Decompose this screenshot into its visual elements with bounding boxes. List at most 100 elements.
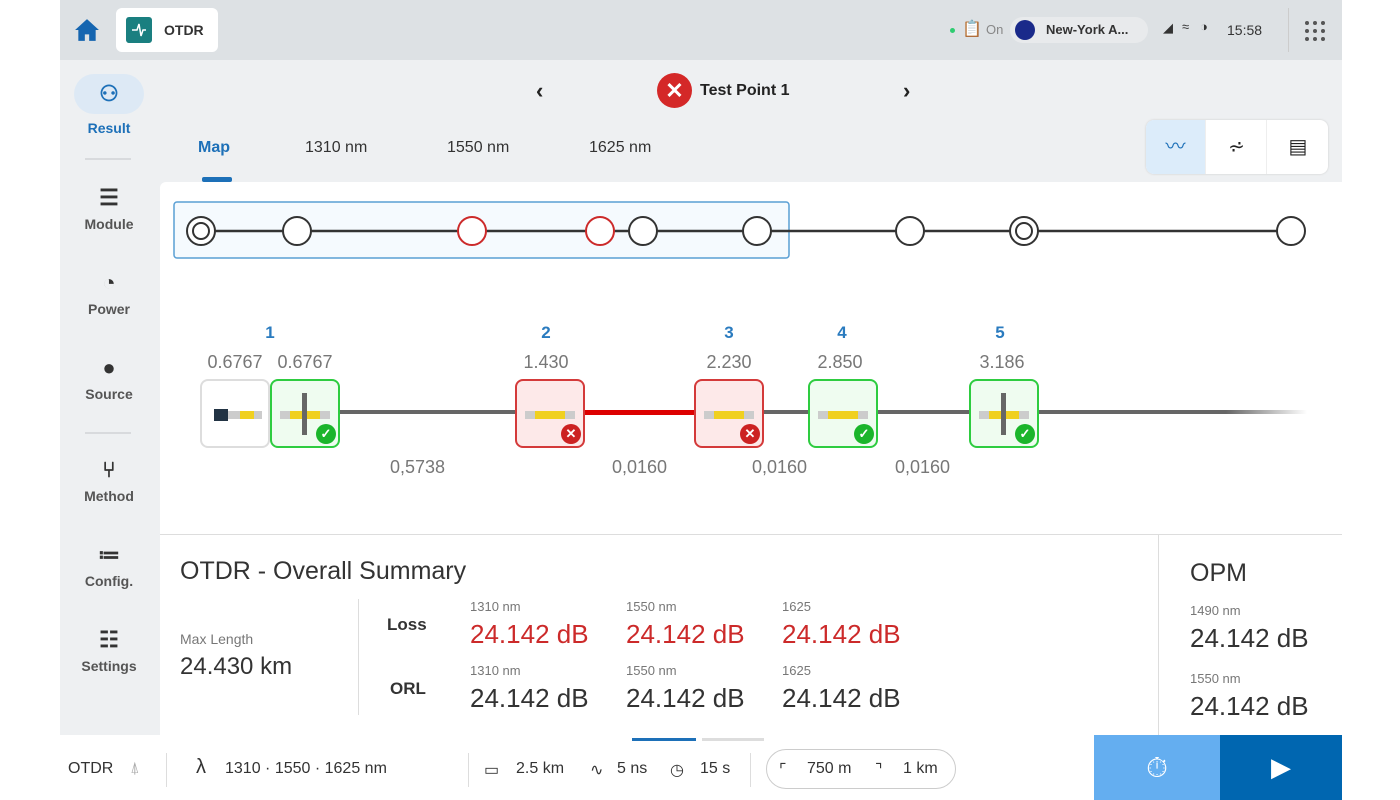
overall-summary-panel: OTDR - Overall Summary Max Length 24.430… — [160, 534, 1342, 736]
connection-dot-icon — [950, 28, 955, 33]
event-number: 2 — [541, 323, 551, 342]
tab-1625[interactable]: 1625 nm — [589, 139, 652, 156]
trace-view-button[interactable]: 〰 — [1146, 120, 1206, 174]
splice-icon — [302, 393, 307, 435]
home-icon[interactable] — [74, 18, 100, 42]
location-avatar-icon — [1015, 20, 1035, 40]
signal-icon: ◢ — [1163, 20, 1173, 35]
segment-loss: 0,5738 — [390, 457, 446, 477]
pulse-value[interactable]: 5 ns — [617, 760, 648, 777]
tab-1310[interactable]: 1310 nm — [305, 139, 368, 156]
list-icon: ≔ — [98, 542, 120, 567]
overview-node-normal[interactable] — [628, 216, 658, 246]
orl-value: 24.142 dB — [470, 683, 589, 713]
loop-settings-chip[interactable]: ⌜ 750 m ⌝ 1 km — [766, 749, 956, 789]
loss-wavelength: 1625 — [782, 599, 811, 614]
segment-loss: 0,0160 — [612, 457, 668, 477]
overview-node-fail[interactable] — [585, 216, 615, 246]
location-chip[interactable]: New-York A... — [1010, 17, 1148, 43]
overview-node-normal[interactable] — [1276, 216, 1306, 246]
range-icon: ▭ — [484, 762, 500, 779]
trace-overlay-view-button[interactable]: ⩫ — [1207, 120, 1267, 174]
event-distance: 2.850 — [817, 352, 863, 372]
lambda-icon: λ — [196, 756, 206, 778]
table-view-button[interactable]: ▤ — [1288, 136, 1308, 158]
max-length-label: Max Length — [180, 631, 254, 647]
overview-map[interactable] — [160, 182, 1342, 272]
bottom-bar: OTDR ⍋ λ 1310 · 1550 · 1625 nm ▭ 2.5 km … — [60, 735, 1342, 800]
receive-loop-value: 1 km — [903, 760, 938, 777]
event-5[interactable]: ✓ — [969, 379, 1039, 448]
event-1[interactable]: ✓ — [270, 379, 340, 448]
pass-icon: ✓ — [854, 424, 874, 444]
time-value[interactable]: 15 s — [700, 760, 731, 777]
orl-wavelength: 1625 — [782, 663, 811, 678]
page-indicator — [702, 738, 764, 741]
loss-wavelength: 1550 nm — [626, 599, 677, 614]
loss-label: Loss — [387, 615, 427, 634]
orl-wavelength: 1310 nm — [470, 663, 521, 678]
overview-node-normal[interactable] — [282, 216, 312, 246]
previous-button[interactable]: ‹ — [536, 78, 544, 103]
event-distance: 3.186 — [979, 352, 1025, 372]
bulb-icon: ● — [102, 355, 116, 380]
divider — [1158, 535, 1159, 736]
gauge-icon: ◔ — [102, 270, 116, 295]
overview-node-normal[interactable] — [895, 216, 925, 246]
event-2[interactable]: ✕ — [515, 379, 585, 448]
event-distance: 0.6767 — [277, 352, 333, 372]
sidebar-item-module[interactable]: ☰ Module — [60, 184, 158, 232]
pulse-icon: ∿ — [590, 762, 604, 779]
fiber-segment-fail — [583, 410, 695, 415]
next-button[interactable]: › — [903, 78, 911, 103]
event-4[interactable]: ✓ — [808, 379, 878, 448]
sidebar-item-source[interactable]: ● Source — [60, 354, 158, 402]
play-icon: ▶ — [1271, 752, 1291, 782]
pass-icon: ✓ — [316, 424, 336, 444]
launch-connector[interactable] — [200, 379, 270, 448]
sliders-icon: ☷ — [99, 627, 119, 652]
segment-loss: 0,0160 — [752, 457, 808, 477]
fiber-segment — [762, 410, 810, 414]
event-3[interactable]: ✕ — [694, 379, 764, 448]
event-number: 5 — [995, 323, 1005, 342]
sidebar-item-result[interactable]: ⚇ Result — [60, 74, 158, 136]
loss-value: 24.142 dB — [470, 619, 589, 649]
active-tab-indicator — [202, 177, 232, 182]
divider — [85, 158, 131, 160]
loss-wavelength: 1310 nm — [470, 599, 521, 614]
clock-time: 15:58 — [1227, 22, 1263, 38]
orl-value: 24.142 dB — [626, 683, 745, 713]
start-test-button[interactable]: ▶ — [1220, 735, 1342, 800]
scheduled-test-button[interactable]: ⏱ — [1094, 735, 1220, 800]
launch-loop-icon: ⌜ — [779, 762, 787, 779]
app-title: OTDR — [164, 22, 204, 38]
fiber-segment-end — [1037, 410, 1307, 414]
app-tab-otdr[interactable]: OTDR — [116, 8, 218, 52]
splice-icon — [1001, 393, 1006, 435]
tab-1550[interactable]: 1550 nm — [447, 139, 510, 156]
overview-node-fail[interactable] — [457, 216, 487, 246]
sidebar-item-power[interactable]: ◔ Power — [60, 269, 158, 317]
range-value[interactable]: 2.5 km — [516, 760, 565, 777]
sidebar-item-method[interactable]: ⑂ Method — [60, 456, 158, 504]
sidebar-label: Source — [85, 386, 133, 402]
event-number: 1 — [265, 323, 275, 342]
connector-icon — [214, 409, 228, 421]
sidebar-item-settings[interactable]: ☷ Settings — [60, 626, 158, 674]
divider — [358, 599, 359, 715]
orl-value: 24.142 dB — [782, 683, 901, 713]
orl-label: ORL — [390, 679, 426, 698]
wavelengths[interactable]: 1310 · 1550 · 1625 nm — [225, 760, 387, 777]
opm-value: 24.142 dB — [1190, 623, 1309, 653]
summary-title: OTDR - Overall Summary — [180, 557, 467, 585]
link-map-panel: 1 0.6767 0.6767 ✓ 2 1.430 ✕ 3 2.230 ✕ 4 … — [160, 182, 1342, 534]
event-distance: 2.230 — [706, 352, 752, 372]
apps-grid-icon[interactable] — [1304, 20, 1326, 42]
sidebar-label: Result — [87, 120, 131, 136]
sidebar-item-config[interactable]: ≔ Config. — [60, 541, 158, 589]
receive-loop-icon: ⌝ — [875, 762, 883, 779]
tab-map[interactable]: Map — [198, 139, 230, 156]
overview-node-normal[interactable] — [742, 216, 772, 246]
divider — [85, 432, 131, 434]
